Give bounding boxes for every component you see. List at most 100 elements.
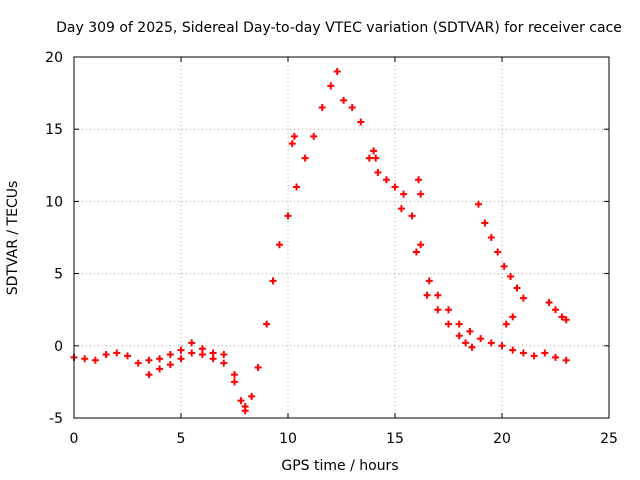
data-point bbox=[530, 352, 538, 360]
data-point bbox=[284, 212, 292, 220]
data-point bbox=[541, 349, 549, 357]
data-point bbox=[391, 183, 399, 191]
data-point bbox=[519, 294, 527, 302]
data-point bbox=[481, 219, 489, 227]
data-point bbox=[434, 291, 442, 299]
series-lower-branch bbox=[145, 349, 249, 410]
data-point bbox=[468, 343, 476, 351]
data-point bbox=[382, 176, 390, 184]
data-point bbox=[507, 272, 515, 280]
data-point bbox=[327, 82, 335, 90]
y-tick-label: 15 bbox=[45, 122, 63, 138]
data-point bbox=[231, 378, 238, 386]
data-point bbox=[455, 332, 463, 340]
data-point bbox=[462, 339, 470, 347]
data-point bbox=[372, 154, 380, 162]
data-point bbox=[209, 355, 217, 363]
data-point bbox=[397, 205, 405, 213]
y-tick-label: 0 bbox=[54, 339, 63, 355]
data-point bbox=[415, 176, 423, 184]
data-point bbox=[301, 154, 309, 162]
y-axis-label: SDTVAR / TECUs bbox=[5, 181, 21, 296]
data-point bbox=[509, 346, 517, 354]
data-point bbox=[188, 339, 196, 347]
y-tick-label: 10 bbox=[45, 194, 63, 210]
data-point bbox=[145, 371, 153, 379]
x-tick-label: 25 bbox=[600, 431, 618, 447]
data-point bbox=[220, 359, 228, 367]
data-point bbox=[293, 183, 301, 191]
data-point bbox=[156, 365, 164, 373]
data-point bbox=[455, 320, 463, 328]
data-point bbox=[288, 140, 296, 148]
data-point bbox=[290, 132, 298, 140]
data-point bbox=[474, 200, 482, 208]
data-point bbox=[498, 342, 506, 350]
x-tick-label: 0 bbox=[70, 431, 79, 447]
x-tick-label: 5 bbox=[177, 431, 186, 447]
data-point bbox=[562, 356, 570, 364]
data-point bbox=[562, 316, 570, 324]
data-point bbox=[177, 355, 185, 363]
data-point bbox=[558, 313, 566, 321]
series-main-trace bbox=[70, 67, 570, 415]
data-point bbox=[145, 356, 153, 364]
data-point bbox=[412, 248, 420, 256]
data-point bbox=[333, 67, 341, 75]
plot-frame bbox=[73, 56, 610, 419]
data-point bbox=[400, 190, 408, 198]
series-late-arc bbox=[474, 200, 527, 302]
data-point bbox=[423, 291, 431, 299]
data-point bbox=[241, 402, 249, 410]
data-point bbox=[81, 355, 89, 363]
data-point bbox=[275, 241, 283, 249]
data-point bbox=[513, 284, 521, 292]
data-point bbox=[500, 262, 508, 270]
x-tick-label: 20 bbox=[493, 431, 511, 447]
data-point bbox=[545, 298, 553, 306]
data-point bbox=[434, 306, 442, 314]
data-point bbox=[156, 355, 164, 363]
series-decay-branch bbox=[412, 248, 476, 351]
data-point bbox=[502, 320, 510, 328]
data-point bbox=[102, 350, 110, 358]
chart-title: Day 309 of 2025, Sidereal Day-to-day VTE… bbox=[56, 20, 622, 36]
data-point bbox=[91, 356, 99, 364]
data-point bbox=[166, 361, 174, 369]
data-point bbox=[370, 147, 378, 155]
data-point bbox=[248, 392, 256, 400]
data-point bbox=[445, 320, 452, 328]
data-point bbox=[237, 397, 245, 405]
data-point bbox=[113, 349, 121, 357]
x-tick-label: 15 bbox=[386, 431, 404, 447]
data-point bbox=[166, 350, 174, 358]
data-point bbox=[269, 277, 277, 285]
data-point bbox=[445, 306, 452, 314]
data-point bbox=[134, 359, 142, 367]
data-point bbox=[417, 241, 425, 249]
data-point bbox=[177, 346, 185, 354]
data-point bbox=[124, 352, 131, 360]
data-point bbox=[188, 349, 196, 357]
x-axis-label: GPS time / hours bbox=[281, 458, 398, 474]
series-end-fragment bbox=[545, 298, 570, 324]
data-point bbox=[254, 363, 262, 371]
data-point bbox=[552, 306, 559, 314]
data-point bbox=[231, 371, 238, 379]
data-point bbox=[357, 118, 365, 126]
data-point bbox=[318, 104, 326, 112]
data-point bbox=[477, 335, 485, 343]
x-tick-label: 10 bbox=[279, 431, 297, 447]
data-point bbox=[425, 277, 433, 285]
data-point bbox=[340, 96, 348, 104]
data-point bbox=[348, 104, 356, 112]
y-tick-label: 20 bbox=[45, 50, 63, 66]
data-point bbox=[494, 248, 502, 256]
data-point bbox=[552, 353, 559, 361]
data-point bbox=[487, 339, 495, 347]
data-point bbox=[198, 350, 206, 358]
y-tick-label: -5 bbox=[49, 411, 63, 427]
data-point bbox=[417, 190, 425, 198]
